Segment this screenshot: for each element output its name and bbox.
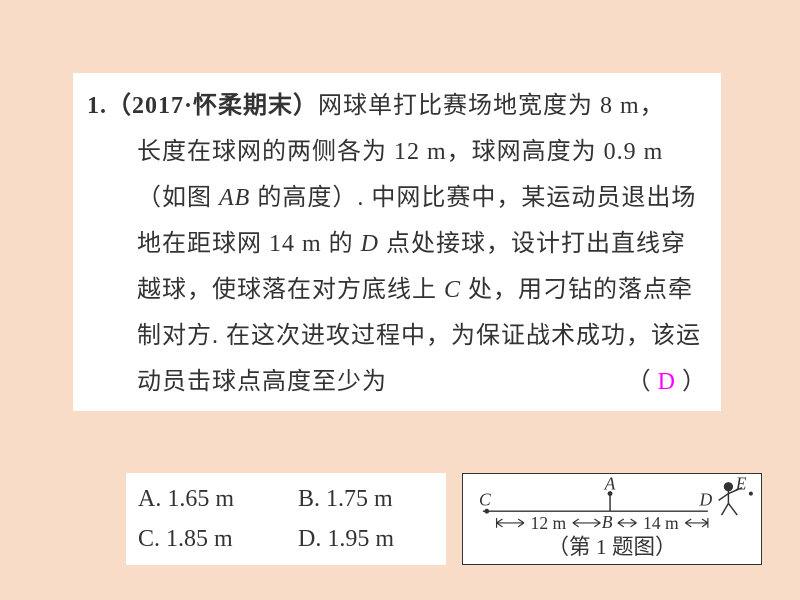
option-a: A. 1.65 m xyxy=(138,479,298,519)
paren-open: （ xyxy=(627,369,652,395)
paren-close: ） xyxy=(682,369,707,395)
label-b: B xyxy=(602,512,613,532)
label-c: C xyxy=(479,489,491,509)
options-row-1: A. 1.65 m B. 1.75 m xyxy=(138,479,434,519)
problem-source: 2017·怀柔期末 xyxy=(132,93,293,119)
options-row-2: C. 1.85 m D. 1.95 m xyxy=(138,519,434,559)
label-a: A xyxy=(604,474,616,494)
problem-line-6: 制对方. 在这次进攻过程中，为保证战术成功，该运 xyxy=(87,313,707,359)
problem-text: 1.（2017·怀柔期末）网球单打比赛场地宽度为 8 m， 长度在球网的两侧各为… xyxy=(87,83,707,405)
measure-12m-text: 12 m xyxy=(531,513,567,533)
figure-caption: （第 1 题图） xyxy=(547,535,676,559)
source-open: （ xyxy=(107,93,132,119)
figure-svg: C B A D E xyxy=(463,474,761,564)
line1-rest: 网球单打比赛场地宽度为 8 m， xyxy=(318,93,665,119)
problem-line-4: 地在距球网 14 m 的 D 点处接球，设计打出直线穿 xyxy=(87,221,707,267)
point-c-dot xyxy=(484,509,489,514)
measure-14m: 14 m xyxy=(618,513,708,533)
page: 1.（2017·怀柔期末）网球单打比赛场地宽度为 8 m， 长度在球网的两侧各为… xyxy=(0,0,800,600)
ball-dot xyxy=(749,492,753,496)
problem-line-7: 动员击球点高度至少为 （D） xyxy=(87,359,707,405)
problem-box: 1.（2017·怀柔期末）网球单打比赛场地宽度为 8 m， 长度在球网的两侧各为… xyxy=(73,73,721,411)
problem-line-1: 1.（2017·怀柔期末）网球单打比赛场地宽度为 8 m， xyxy=(87,83,707,129)
problem-line-2: 长度在球网的两侧各为 12 m，球网高度为 0.9 m xyxy=(87,129,707,175)
option-c: C. 1.85 m xyxy=(138,519,298,559)
measure-14m-text: 14 m xyxy=(643,513,679,533)
problem-line-5: 越球，使球落在对方底线上 C 处，用刁钻的落点牵 xyxy=(87,267,707,313)
problem-number: 1. xyxy=(87,93,107,119)
problem-line-3: （如图 AB 的高度）. 中网比赛中，某运动员退出场 xyxy=(87,175,707,221)
line7-text: 动员击球点高度至少为 xyxy=(137,359,387,405)
options-column: A. 1.65 m B. 1.75 m C. 1.85 m D. 1.95 m xyxy=(126,473,446,565)
source-close: ） xyxy=(293,93,318,119)
answer-letter: D xyxy=(652,369,682,395)
option-b: B. 1.75 m xyxy=(298,479,434,519)
measure-12m: 12 m xyxy=(497,513,601,533)
figure-box: C B A D E xyxy=(462,473,762,565)
answer-paren: （D） xyxy=(627,359,707,405)
option-d: D. 1.95 m xyxy=(298,519,434,559)
label-d: D xyxy=(699,489,713,509)
options-area: A. 1.65 m B. 1.75 m C. 1.85 m D. 1.95 m … xyxy=(86,473,766,573)
